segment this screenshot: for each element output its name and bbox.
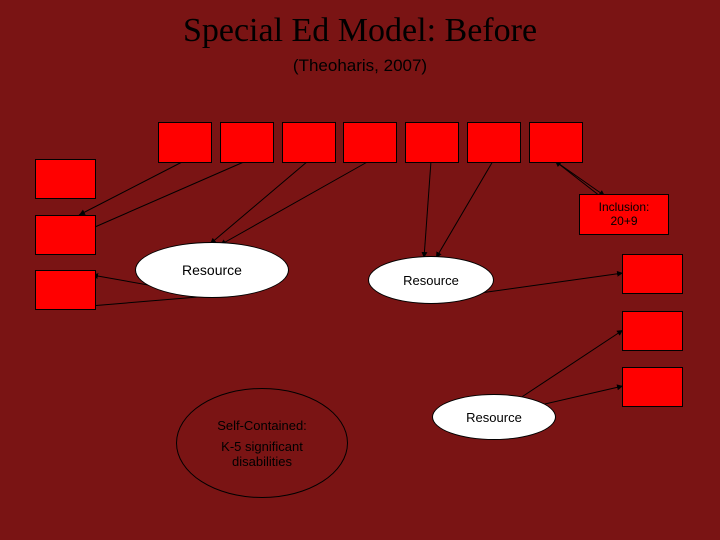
self-contained-ellipse: Self-Contained: K-5 significant disabili… [176,388,348,498]
sc-line3: disabilities [232,454,292,469]
left-rect-3 [35,270,96,310]
inclusion-box: Inclusion: 20+9 [579,194,669,235]
resource-3-label: Resource [466,410,522,425]
inclusion-line1: Inclusion: [599,201,650,214]
top-rect-5 [405,122,459,163]
sc-line1: Self-Contained: [217,418,307,433]
inclusion-line2: 20+9 [610,215,637,228]
top-rect-1 [158,122,212,163]
top-rect-4 [343,122,397,163]
right-rect-2 [622,311,683,351]
left-rect-2 [35,215,96,255]
top-rect-7 [529,122,583,163]
resource-3-ellipse: Resource [432,394,556,440]
right-rect-1 [622,254,683,294]
sc-line2: K-5 significant [221,439,303,454]
resource-1-ellipse: Resource [135,242,289,298]
resource-2-label: Resource [403,273,459,288]
slide-subtitle: (Theoharis, 2007) [0,56,720,76]
resource-1-label: Resource [182,262,242,278]
left-rect-1 [35,159,96,199]
top-rect-3 [282,122,336,163]
resource-2-ellipse: Resource [368,256,494,304]
slide-title: Special Ed Model: Before [0,12,720,50]
top-rect-2 [220,122,274,163]
top-rect-6 [467,122,521,163]
right-rect-3 [622,367,683,407]
